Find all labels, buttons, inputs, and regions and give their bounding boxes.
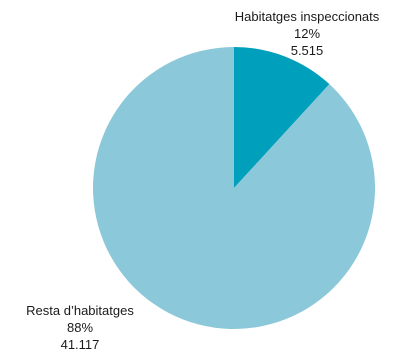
pie-slices: [93, 47, 375, 329]
pie-slice-rest: [93, 47, 375, 329]
slice-label-inspected-name: Habitatges inspeccionats: [235, 9, 380, 24]
slice-label-group-rest: Resta d’habitatges 88% 41.117: [26, 303, 134, 352]
slice-label-rest-percent: 88%: [67, 320, 93, 335]
slice-label-inspected-percent: 12%: [294, 26, 320, 41]
slice-label-rest-name: Resta d’habitatges: [26, 303, 134, 318]
slice-label-inspected-value: 5.515: [291, 43, 324, 58]
slice-label-group-inspected: Habitatges inspeccionats 12% 5.515: [235, 9, 380, 58]
pie-slice-inspected: [234, 47, 330, 188]
slice-label-rest-value: 41.117: [61, 337, 100, 352]
